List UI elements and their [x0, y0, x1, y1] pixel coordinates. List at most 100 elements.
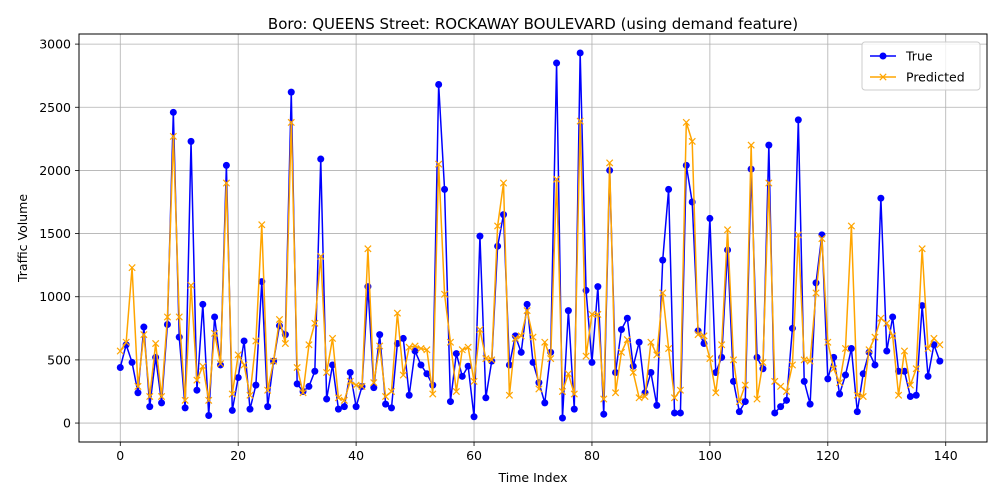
predicted-point — [900, 347, 909, 355]
true-point — [470, 413, 478, 421]
plot-frame — [78, 33, 988, 443]
predicted-point — [140, 331, 148, 339]
predicted-point — [157, 392, 166, 401]
x-marker-stroke — [323, 368, 331, 377]
true-point — [122, 341, 130, 349]
x-marker-stroke — [871, 333, 879, 341]
true-point — [452, 350, 460, 358]
x-marker-stroke — [399, 371, 407, 379]
true-point — [264, 403, 272, 411]
x-marker-stroke — [594, 310, 602, 319]
true-point — [682, 161, 690, 169]
x-marker-stroke — [771, 377, 779, 385]
predicted-point — [240, 361, 248, 369]
true-point — [729, 377, 737, 385]
y-tick-label: 2500 — [39, 100, 71, 115]
x-marker-stroke — [246, 391, 254, 399]
x-marker-stroke — [835, 379, 844, 387]
predicted-point — [476, 325, 484, 334]
predicted-point — [824, 338, 832, 346]
x-marker-stroke — [511, 334, 519, 343]
predicted-point — [488, 356, 496, 364]
predicted-point — [853, 391, 861, 399]
x-axis-label: Time Index — [498, 470, 568, 485]
legend-predicted-marker — [879, 73, 887, 81]
predicted-point — [682, 118, 690, 127]
predicted-point — [694, 331, 702, 339]
x-marker-stroke — [623, 336, 631, 344]
x-marker-stroke — [782, 387, 791, 396]
true-point — [222, 161, 230, 169]
true-point — [794, 116, 802, 124]
x-marker-stroke — [523, 307, 531, 315]
legend: True Predicted — [861, 41, 981, 91]
predicted-point — [818, 235, 826, 243]
x-tick-label: 80 — [584, 448, 600, 463]
x-marker-stroke — [440, 290, 449, 298]
true-point — [594, 283, 602, 291]
predicted-point — [547, 355, 555, 363]
x-marker-stroke — [346, 377, 354, 385]
predicted-point — [741, 381, 749, 389]
predicted-point — [552, 175, 561, 183]
true-point — [435, 81, 443, 89]
predicted-point — [499, 179, 508, 187]
chart-title: Boro: QUEENS Street: ROCKAWAY BOULEVARD … — [268, 15, 798, 33]
true-point — [883, 347, 891, 355]
predicted-point — [511, 334, 519, 343]
legend-true-label: True — [905, 49, 933, 64]
legend-x-marker — [879, 73, 887, 81]
true-point — [305, 382, 313, 390]
x-marker-stroke — [535, 385, 543, 393]
x-marker-stroke — [381, 392, 390, 401]
predicted-point — [246, 391, 254, 399]
predicted-point — [647, 338, 655, 346]
x-marker-stroke — [700, 332, 708, 340]
x-marker-stroke — [152, 339, 160, 348]
x-tick-label: 60 — [466, 448, 482, 463]
x-marker-stroke — [735, 397, 743, 406]
predicted-point — [493, 222, 502, 230]
y-tick-label: 3000 — [39, 37, 71, 52]
x-marker-stroke — [393, 309, 402, 317]
predicted-point — [806, 357, 814, 365]
true-point — [287, 88, 295, 96]
true-point — [647, 369, 655, 377]
x-marker-stroke — [564, 370, 573, 378]
x-marker-stroke — [558, 387, 567, 396]
predicted-point — [889, 332, 897, 340]
x-marker-stroke — [812, 289, 820, 297]
predicted-point — [735, 397, 743, 406]
predicted-point — [906, 381, 914, 389]
predicted-point — [918, 245, 926, 253]
true-point — [912, 391, 920, 399]
x-marker-stroke — [712, 389, 720, 397]
predicted-point — [299, 389, 307, 397]
true-point — [553, 59, 561, 67]
predicted-point — [216, 360, 225, 368]
predicted-point — [275, 315, 284, 324]
x-marker-stroke — [269, 357, 278, 365]
predicted-point — [871, 333, 879, 341]
true-point — [824, 375, 832, 383]
legend-true-marker — [879, 52, 887, 60]
x-marker-stroke — [210, 329, 219, 337]
predicted-point — [830, 365, 838, 373]
x-marker-stroke — [264, 386, 272, 394]
x-marker-stroke — [275, 315, 284, 324]
true-point — [399, 334, 407, 342]
x-marker-stroke — [181, 396, 189, 404]
x-marker-stroke — [423, 346, 431, 354]
x-marker-stroke — [464, 343, 472, 351]
predicted-point — [641, 392, 649, 401]
x-marker-stroke — [281, 339, 289, 348]
predicted-point — [865, 346, 873, 354]
true-point — [494, 242, 502, 250]
x-marker-stroke — [800, 356, 808, 364]
true-point — [181, 404, 189, 412]
x-marker-stroke — [547, 355, 555, 363]
predicted-point — [877, 314, 885, 322]
true-point — [777, 403, 785, 411]
predicted-point — [205, 396, 213, 404]
